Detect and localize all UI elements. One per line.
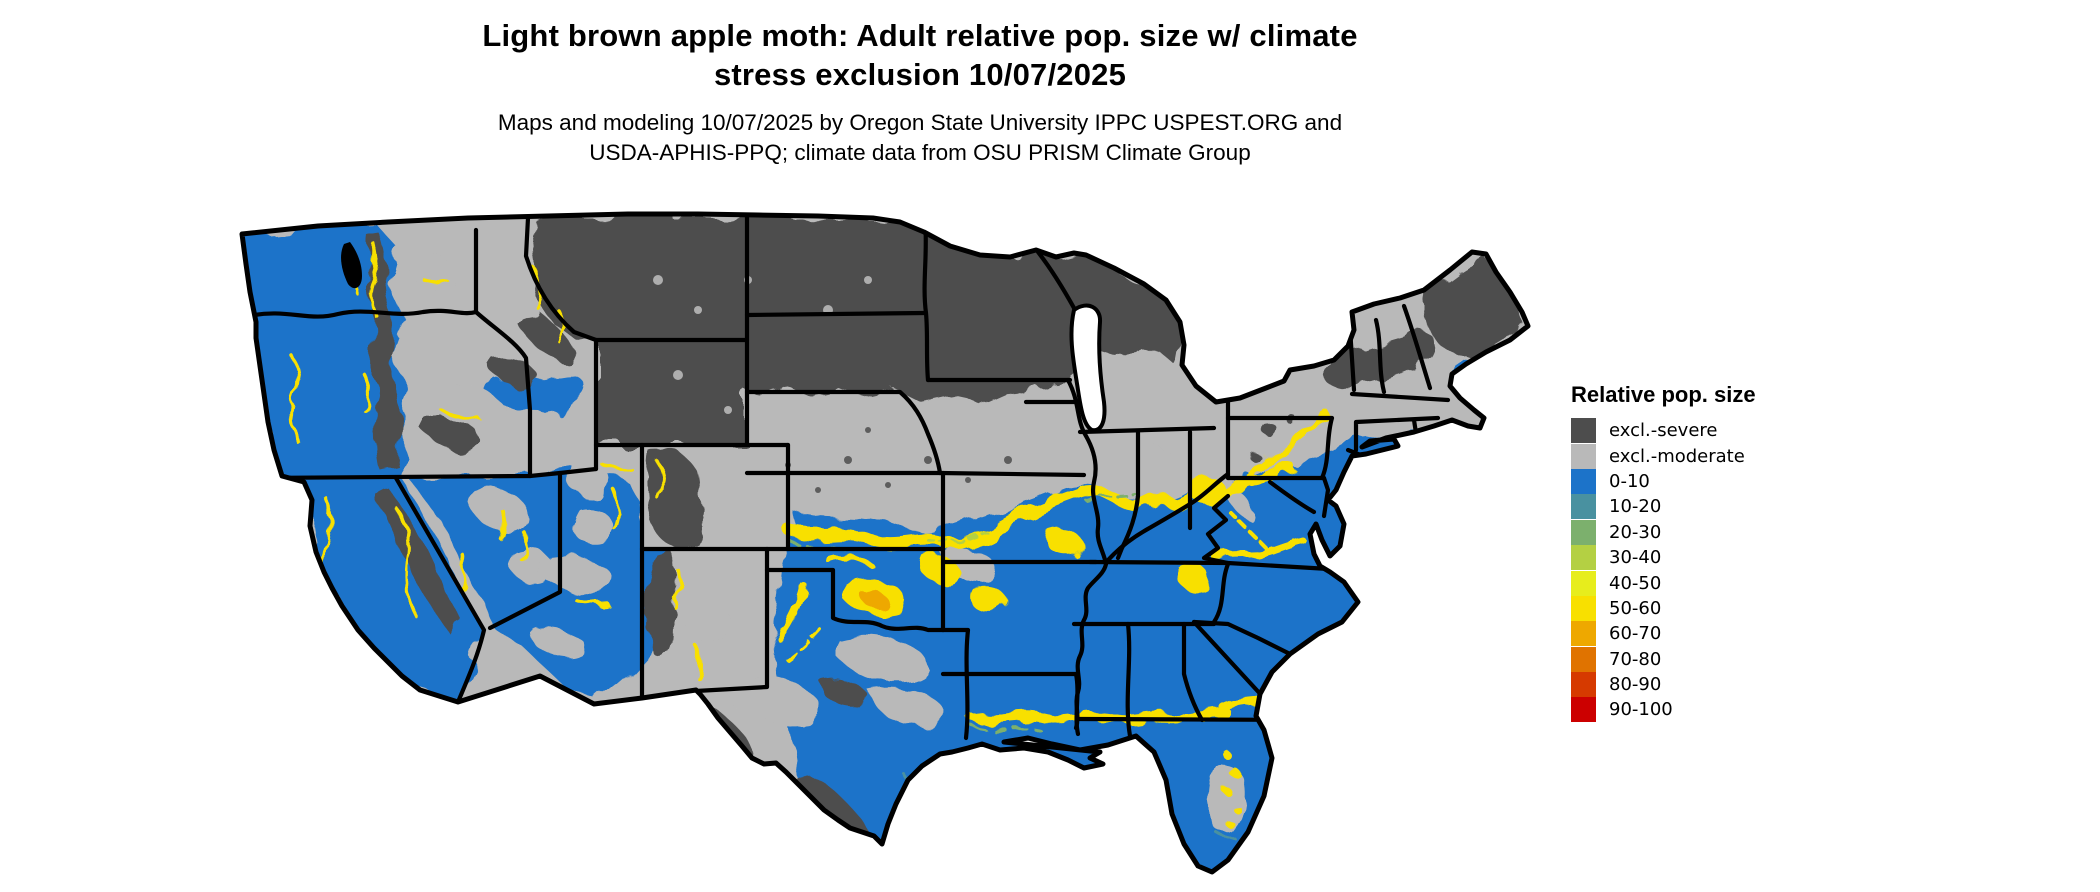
legend-item: excl.-moderate [1571,443,1756,469]
legend-item: 0-10 [1571,468,1756,494]
legend-label: 20-30 [1609,521,1662,543]
legend-swatch [1571,646,1596,672]
legend-label: 30-40 [1609,547,1662,569]
us-outline [239,211,1531,875]
legend-swatch [1571,545,1596,571]
puget-sound [341,242,362,289]
map-region-excluded-severe [368,214,1524,846]
legend-title: Relative pop. size [1571,382,1756,407]
page-title: Light brown apple moth: Adult relative p… [0,16,1840,94]
legend-item: 90-100 [1571,697,1756,723]
legend-item: 30-40 [1571,545,1756,571]
legend-label: 90-100 [1609,699,1673,721]
legend-item: excl.-severe [1571,418,1756,444]
legend-swatch [1571,672,1596,698]
legend-item: 50-60 [1571,595,1756,621]
legend-swatch [1571,595,1596,621]
subtitle-line-2: USDA-APHIS-PPQ; climate data from OSU PR… [589,140,1251,165]
legend-swatch [1571,621,1596,647]
legend-swatch [1571,468,1596,494]
us-map-svg [239,211,1531,875]
legend-item: 40-50 [1571,570,1756,596]
legend-swatch [1571,519,1596,545]
legend-item: 60-70 [1571,621,1756,647]
legend-label: 60-70 [1609,623,1662,645]
map-region-florida-details [1222,752,1240,828]
legend-label: 50-60 [1609,597,1662,619]
legend: Relative pop. size excl.-severe excl.-mod… [1571,382,1756,723]
legend-swatch [1571,494,1596,520]
legend-label: excl.-moderate [1609,445,1745,467]
legend-item: 70-80 [1571,646,1756,672]
lake-michigan [1069,303,1107,433]
title-block: Light brown apple moth: Adult relative p… [0,16,1840,168]
legend-label: excl.-severe [1609,420,1718,442]
us-map [228,160,1558,890]
page-subtitle: Maps and modeling 10/07/2025 by Oregon S… [0,108,1840,168]
legend-swatch [1571,697,1596,723]
map-speckles-dark [785,427,1012,493]
legend-label: 10-20 [1609,496,1662,518]
title-line-2: stress exclusion 10/07/2025 [713,57,1127,92]
legend-item: 80-90 [1571,672,1756,698]
legend-item: 10-20 [1571,494,1756,520]
legend-item: 20-30 [1571,519,1756,545]
legend-label: 0-10 [1609,470,1650,492]
legend-swatch [1571,443,1596,469]
legend-swatch [1571,418,1596,444]
legend-label: 70-80 [1609,648,1662,670]
map-region-western-yellow-ribbons [289,242,908,810]
state-borders [245,214,1451,741]
legend-label: 80-90 [1609,674,1662,696]
legend-items: excl.-severe excl.-moderate 0-10 10-20 20-30… [1571,418,1756,723]
legend-label: 40-50 [1609,572,1662,594]
legend-swatch [1571,570,1596,596]
title-line-1: Light brown apple moth: Adult relative p… [482,18,1358,53]
subtitle-line-1: Maps and modeling 10/07/2025 by Oregon S… [497,110,1343,135]
map-speckles-light [653,275,872,414]
